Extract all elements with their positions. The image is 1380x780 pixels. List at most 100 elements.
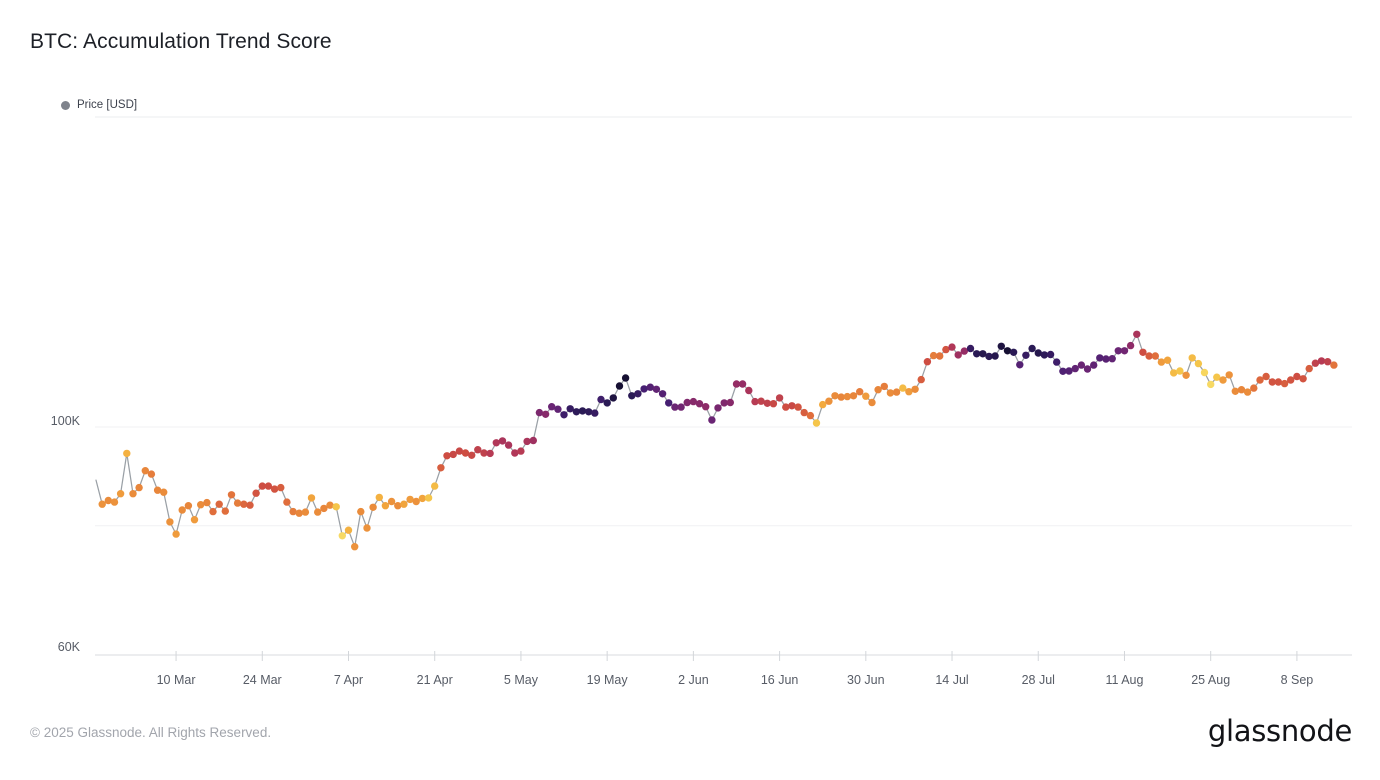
price-point	[135, 483, 143, 492]
price-point	[868, 398, 876, 407]
price-point	[960, 347, 968, 355]
x-axis-label: 2 Jun	[678, 673, 709, 687]
price-point	[209, 507, 217, 516]
price-point	[979, 350, 987, 358]
price-point	[283, 498, 291, 506]
price-point	[215, 500, 223, 508]
price-point	[344, 526, 353, 534]
price-point	[702, 403, 710, 411]
price-point	[911, 385, 919, 393]
price-point	[849, 392, 858, 400]
price-point	[443, 452, 451, 460]
price-point	[985, 352, 993, 361]
price-point	[708, 416, 716, 424]
price-point	[973, 350, 981, 358]
price-point	[289, 507, 297, 516]
price-point	[326, 501, 334, 509]
price-point	[671, 403, 679, 411]
price-point	[782, 403, 790, 411]
price-point	[387, 497, 396, 506]
price-point	[819, 400, 827, 409]
price-point	[1120, 347, 1129, 355]
price-point	[412, 497, 420, 506]
price-point	[307, 494, 316, 502]
price-point	[363, 524, 371, 532]
price-point	[1059, 367, 1067, 375]
price-point	[1139, 348, 1147, 356]
price-point	[351, 543, 359, 551]
price-point	[1163, 356, 1172, 364]
price-point	[942, 345, 950, 354]
price-point	[375, 493, 383, 502]
price-point	[332, 503, 340, 511]
price-point	[369, 503, 377, 511]
x-axis-label: 30 Jun	[847, 673, 885, 687]
price-point	[751, 397, 759, 406]
price-point	[966, 344, 975, 353]
price-point	[880, 382, 888, 391]
price-point	[603, 399, 611, 407]
price-point	[1170, 369, 1178, 377]
price-point	[646, 383, 654, 391]
price-point	[498, 437, 507, 445]
price-point	[535, 408, 544, 417]
legend-dot-icon	[61, 100, 70, 110]
price-point	[1231, 387, 1240, 395]
price-point	[1040, 351, 1049, 359]
price-point	[769, 400, 778, 408]
price-point	[1287, 376, 1295, 384]
price-point	[295, 509, 303, 517]
price-point	[1157, 358, 1166, 366]
price-point	[1102, 355, 1110, 363]
price-point	[492, 439, 500, 447]
x-axis-label: 11 Aug	[1105, 673, 1143, 687]
price-point	[1151, 352, 1160, 360]
price-point	[1207, 380, 1215, 389]
x-axis-label: 5 May	[504, 673, 539, 687]
price-point	[486, 449, 494, 458]
price-point	[221, 507, 229, 515]
price-point	[554, 405, 562, 413]
price-point	[1243, 388, 1252, 396]
price-point	[634, 390, 642, 398]
price-point	[800, 408, 808, 417]
price-point	[240, 500, 248, 508]
price-point	[572, 408, 581, 416]
price-point	[233, 499, 242, 507]
price-point	[997, 342, 1005, 350]
x-axis-label: 14 Jul	[935, 673, 968, 687]
price-point	[190, 516, 199, 524]
price-point	[153, 486, 162, 494]
price-point	[314, 508, 322, 516]
price-point	[1299, 375, 1307, 383]
price-point	[468, 451, 476, 459]
legend-item-price[interactable]: Price [USD]	[61, 99, 137, 111]
price-point	[1126, 341, 1135, 350]
price-point	[437, 464, 445, 472]
price-point	[652, 385, 661, 393]
price-point	[714, 404, 722, 412]
page-title: BTC: Accumulation Trend Score	[30, 30, 332, 53]
price-point	[455, 447, 464, 455]
price-point	[1046, 350, 1055, 359]
price-point	[1188, 354, 1196, 362]
price-point	[991, 352, 999, 360]
price-point	[178, 506, 186, 514]
price-point	[615, 382, 624, 390]
price-point	[566, 405, 574, 413]
price-point	[277, 483, 285, 492]
price-point	[1213, 373, 1221, 381]
price-point	[892, 388, 901, 396]
price-point	[720, 399, 728, 407]
price-point	[658, 390, 667, 398]
price-point	[258, 482, 266, 490]
price-point	[812, 419, 821, 427]
price-point	[936, 352, 944, 360]
price-point	[1317, 357, 1326, 365]
price-point	[1262, 372, 1270, 381]
price-point	[129, 490, 137, 498]
x-axis-label: 24 Mar	[243, 673, 282, 687]
price-point	[757, 397, 765, 405]
price-point	[431, 482, 439, 490]
